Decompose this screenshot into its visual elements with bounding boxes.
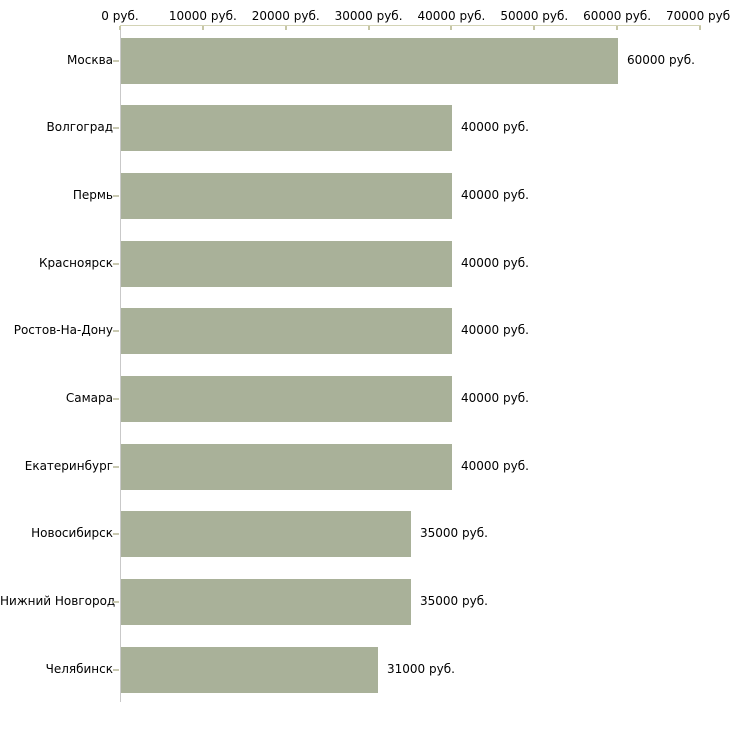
value-label: 40000 руб. [461,255,529,270]
x-tick-label: 10000 руб. [168,9,237,23]
y-tick-mark [113,465,119,468]
category-label: Ростов-На-Дону [13,323,113,338]
category-label: Москва [67,52,113,67]
x-tick-mark [284,26,287,30]
bar [121,579,411,626]
x-tick-label: 0 руб. [101,9,139,23]
y-tick-mark [113,59,119,62]
y-tick-mark [113,398,119,400]
y-tick-mark [113,262,119,265]
x-tick-label: 20000 руб. [251,9,320,23]
bar [121,376,452,422]
y-tick-mark [113,127,119,130]
category-label: Красноярск [39,255,113,270]
category-label: Волгоград [46,120,113,135]
value-label: 40000 руб. [461,391,529,405]
value-label: 60000 руб. [627,52,695,67]
category-label: Новосибирск [31,526,113,541]
x-tick-label: 40000 руб. [417,9,486,23]
value-label: 40000 руб. [461,120,529,135]
category-label: Челябинск [45,661,113,676]
value-label: 35000 руб. [420,594,488,609]
bar [121,240,452,287]
bar [121,511,411,558]
category-label: Пермь [72,187,113,202]
category-label: Нижний Новгород [0,594,116,609]
bar [121,646,378,693]
y-tick-mark [113,601,119,604]
category-label: Екатеринбург [24,458,113,473]
value-label: 35000 руб. [420,526,488,541]
x-axis-line [120,25,701,26]
y-tick-mark [113,330,119,333]
x-tick-mark [201,26,204,30]
bar [121,37,618,84]
y-tick-mark [113,668,119,671]
bar [121,105,452,152]
y-tick-mark [113,533,119,536]
x-tick-mark [616,26,619,30]
x-tick-mark [450,26,453,30]
y-tick-mark [113,194,119,197]
bar [121,172,452,219]
x-tick-mark [699,26,701,30]
bar [121,308,452,355]
x-tick-mark [533,26,536,30]
bar [121,443,452,490]
y-axis-line [120,26,121,702]
value-label: 40000 руб. [461,187,529,202]
value-label: 31000 руб. [387,661,455,676]
category-label: Самара [65,391,113,405]
x-tick-mark [367,26,370,30]
x-tick-mark [119,26,121,30]
x-tick-label: 50000 руб. [500,9,569,23]
x-tick-label: 70000 руб. [666,9,730,23]
x-tick-label: 30000 руб. [334,9,403,23]
value-label: 40000 руб. [461,323,529,338]
x-tick-label: 60000 руб. [583,9,652,23]
value-label: 40000 руб. [461,458,529,473]
